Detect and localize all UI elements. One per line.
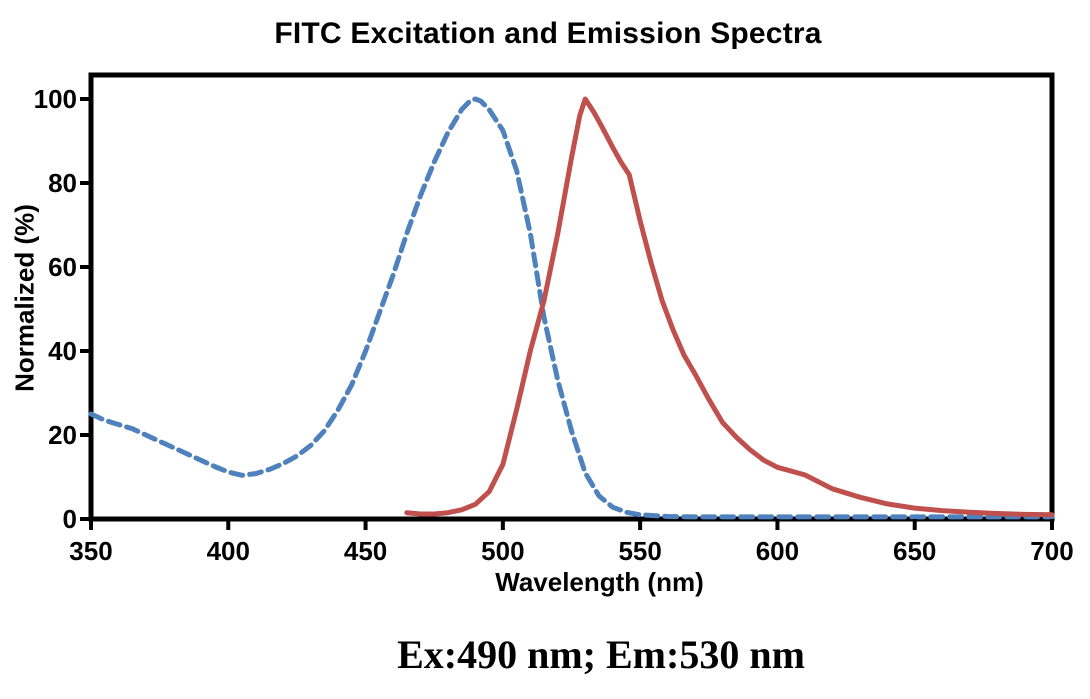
- y-tick-label: 40: [48, 336, 77, 366]
- chart-title: FITC Excitation and Emission Spectra: [274, 17, 822, 50]
- curves: [88, 96, 1055, 520]
- x-axis-label: Wavelength (nm): [495, 567, 704, 597]
- x-tick-label: 650: [893, 536, 936, 566]
- y-tick-label: 60: [48, 252, 77, 282]
- caption-ex-em: Ex:490 nm; Em:530 nm: [397, 632, 805, 677]
- x-tick-label: 500: [481, 536, 524, 566]
- x-tick-label: 450: [344, 536, 387, 566]
- excitation-curve: [88, 96, 1055, 520]
- x-tick-label: 400: [207, 536, 250, 566]
- y-tick-label: 100: [34, 84, 77, 114]
- axis-ticks: [80, 97, 1054, 530]
- y-tick-label: 0: [63, 504, 77, 534]
- spectra-chart: 350 400 450 500 550 600 650 700 0 20 40 60 80 100: [34, 72, 1074, 566]
- emission-curve: [404, 96, 1055, 518]
- y-axis-label: Normalized (%): [9, 204, 40, 392]
- x-tick-label: 600: [756, 536, 799, 566]
- x-tick-label: 700: [1030, 536, 1073, 566]
- plot-border: [88, 72, 1055, 522]
- x-tick-label: 550: [618, 536, 661, 566]
- x-tick-label: 350: [69, 536, 112, 566]
- tick-labels: 350 400 450 500 550 600 650 700 0 20 40 60 80 100: [34, 84, 1074, 566]
- y-tick-label: 20: [48, 420, 77, 450]
- y-tick-label: 80: [48, 168, 77, 198]
